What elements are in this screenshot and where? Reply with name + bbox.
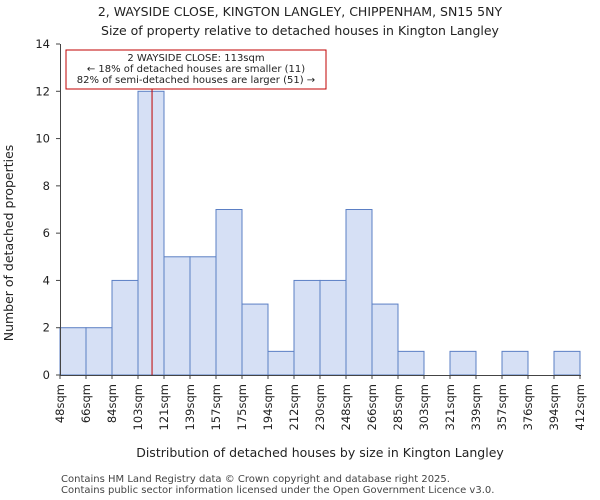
bar-194sqm — [267, 350, 295, 376]
bar-357sqm — [501, 350, 529, 376]
bar-157sqm — [215, 209, 243, 376]
bar-139sqm — [189, 256, 217, 376]
y-axis-label: Number of detached properties — [1, 145, 16, 342]
x-tick-label-194sqm: 194sqm — [261, 384, 275, 430]
bar-266sqm — [371, 303, 399, 376]
x-tick-label-248sqm: 248sqm — [339, 384, 353, 430]
x-tick-label-212sqm: 212sqm — [287, 384, 301, 430]
y-tick-label: 4 — [43, 273, 50, 287]
y-tick-label: 14 — [35, 37, 50, 51]
x-tick-label-48sqm: 48sqm — [53, 384, 67, 423]
annotation-line-2: ← 18% of detached houses are smaller (11… — [87, 64, 305, 75]
bar-175sqm — [241, 303, 269, 376]
footer-line-2: Contains public sector information licen… — [61, 485, 495, 496]
bar-48sqm — [59, 327, 87, 376]
annotation-box: 2 WAYSIDE CLOSE: 113sqm ← 18% of detache… — [65, 49, 327, 90]
chart: 2, WAYSIDE CLOSE, KINGTON LANGLEY, CHIPP… — [1, 4, 587, 460]
y-axis-ticks: 0 2 4 6 8 10 12 14 — [35, 37, 60, 382]
x-tick-label-376sqm: 376sqm — [521, 384, 535, 430]
bars-group — [59, 90, 581, 376]
x-tick-label-139sqm: 139sqm — [183, 384, 197, 430]
footer-line-1: Contains HM Land Registry data © Crown c… — [61, 474, 450, 485]
x-tick-label-357sqm: 357sqm — [495, 384, 509, 430]
chart-title-line-1: 2, WAYSIDE CLOSE, KINGTON LANGLEY, CHIPP… — [98, 4, 503, 19]
x-axis-label: Distribution of detached houses by size … — [136, 445, 504, 460]
annotation-rect — [65, 49, 327, 90]
y-tick-label: 12 — [35, 84, 50, 98]
bar-230sqm — [319, 279, 347, 376]
x-tick-label-303sqm: 303sqm — [417, 384, 431, 430]
bar-212sqm — [293, 279, 321, 376]
x-tick-label-285sqm: 285sqm — [391, 384, 405, 430]
chart-title-line-2: Size of property relative to detached ho… — [101, 23, 500, 38]
bar-66sqm — [85, 327, 113, 376]
x-tick-label-339sqm: 339sqm — [469, 384, 483, 430]
y-tick-label: 6 — [43, 226, 50, 240]
x-tick-label-157sqm: 157sqm — [209, 384, 223, 430]
y-tick-label: 10 — [35, 132, 50, 146]
bar-103sqm — [137, 90, 165, 376]
bar-84sqm — [111, 279, 139, 376]
x-tick-label-266sqm: 266sqm — [365, 384, 379, 430]
x-tick-label-321sqm: 321sqm — [443, 384, 457, 430]
bar-394sqm — [553, 350, 581, 376]
x-tick-label-84sqm: 84sqm — [105, 384, 119, 423]
bar-121sqm — [163, 256, 191, 376]
y-tick-label: 0 — [43, 368, 50, 382]
x-tick-label-103sqm: 103sqm — [131, 384, 145, 430]
bar-285sqm — [397, 350, 425, 376]
annotation-line-3: 82% of semi-detached houses are larger (… — [77, 75, 315, 86]
x-axis-ticks: 48sqm 66sqm 84sqm 103sqm 121sqm 139sqm 157sqm 1… — [53, 375, 587, 430]
x-tick-label-66sqm: 66sqm — [79, 384, 93, 423]
y-tick-label: 8 — [43, 179, 50, 193]
bar-248sqm — [345, 209, 373, 376]
y-tick-label: 2 — [43, 321, 50, 335]
x-tick-label-394sqm: 394sqm — [547, 384, 561, 430]
x-tick-label-230sqm: 230sqm — [313, 384, 327, 430]
x-tick-label-175sqm: 175sqm — [235, 384, 249, 430]
bar-321sqm — [449, 350, 477, 376]
x-tick-label-121sqm: 121sqm — [157, 384, 171, 430]
annotation-line-1: 2 WAYSIDE CLOSE: 113sqm — [127, 53, 264, 64]
x-tick-label-412sqm: 412sqm — [573, 384, 587, 430]
